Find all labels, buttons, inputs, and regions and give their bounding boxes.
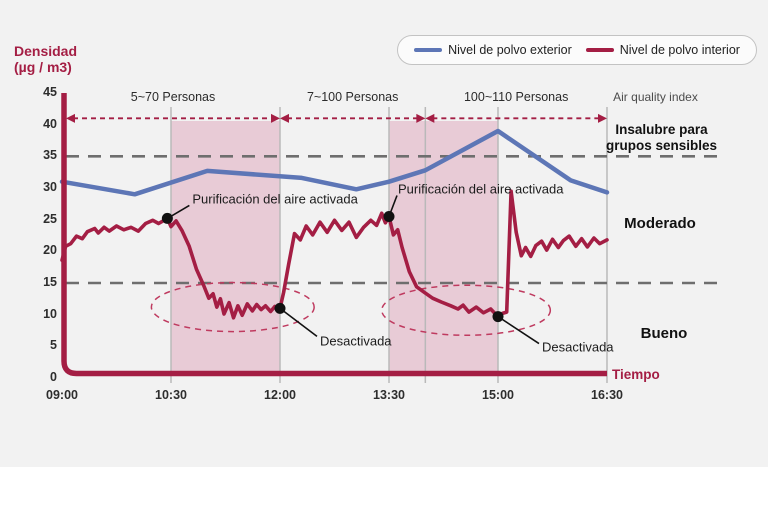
y-tick-label: 40	[43, 116, 57, 131]
aqi-zone-good-label: Bueno	[640, 325, 688, 342]
shaded-region	[171, 121, 281, 373]
interior-dust-line	[60, 189, 609, 320]
deactivation-point-dot	[492, 311, 504, 323]
y-axis-title-line1: Densidad	[14, 43, 78, 59]
arrowhead-left	[425, 113, 435, 123]
plot-area	[59, 93, 718, 383]
axis-line	[61, 93, 608, 377]
arrowhead-right	[416, 113, 426, 123]
interior-line-swatch	[585, 48, 614, 52]
arrowhead-left	[280, 113, 290, 123]
y-tick-label: 15	[43, 275, 57, 289]
y-tick-label: 30	[43, 180, 57, 194]
chart-panel: Densidad (µg / m3) Nivel de polvo exteri…	[0, 0, 768, 467]
x-axis-title: Tiempo	[612, 367, 660, 382]
x-tick-label: 10:30	[155, 388, 187, 402]
y-tick-label: 35	[43, 148, 57, 163]
span-label: 5~70 Personas	[130, 90, 216, 104]
span-label: 100~110 Personas	[463, 90, 569, 104]
deactivation-point-dot	[274, 302, 286, 314]
highlight-ellipse	[150, 281, 315, 333]
aqi-zone-moderate-label: Moderado	[624, 215, 696, 232]
y-tick-label: 45	[43, 85, 57, 99]
annotation-connector	[279, 307, 318, 337]
annotation-desactivada-label: Desactivada	[542, 339, 614, 355]
legend-label-exterior: Nivel de polvo exterior	[448, 43, 572, 57]
y-axis-title-line2: (µg / m3)	[14, 59, 72, 75]
arrowhead-left	[66, 113, 75, 123]
arrowhead-right	[598, 113, 608, 123]
x-tick-label: 15:00	[482, 388, 514, 402]
annotation-activada-label: Purificación del aire activada	[192, 191, 358, 207]
y-axis-title: Densidad (µg / m3)	[14, 43, 77, 75]
annotation-connector	[497, 315, 540, 345]
y-tick-label: 0	[50, 370, 57, 384]
legend-item-interior: Nivel de polvo interior	[585, 43, 740, 57]
x-tick-label: 13:30	[373, 388, 405, 402]
legend-item-exterior: Nivel de polvo exterior	[414, 43, 572, 57]
x-tick-label: 12:00	[264, 388, 296, 402]
activation-point-dot	[161, 212, 173, 224]
y-tick-label: 10	[43, 306, 57, 321]
legend-label-interior: Nivel de polvo interior	[619, 43, 740, 57]
arrowhead-right	[271, 113, 281, 123]
activation-point-dot	[383, 211, 395, 223]
y-tick-label: 5	[50, 338, 57, 353]
x-tick-label: 16:30	[591, 388, 623, 402]
highlight-ellipse	[380, 284, 552, 337]
annotation-desactivada-label: Desactivada	[320, 333, 392, 349]
x-tick-label: 09:00	[46, 388, 78, 402]
aqi-zone-unhealthy-label: Insalubre para grupos sensibles	[605, 122, 718, 153]
legend: Nivel de polvo exterior Nivel de polvo i…	[397, 35, 757, 65]
y-tick-label: 25	[43, 211, 57, 226]
exterior-dust-line	[59, 128, 610, 197]
span-label: 7~100 Personas	[306, 90, 399, 104]
y-tick-label: 20	[43, 243, 57, 258]
exterior-line-swatch	[414, 48, 443, 52]
air-quality-index-title: Air quality index	[613, 90, 698, 104]
annotation-activada-label: Purificación del aire activada	[398, 181, 564, 196]
